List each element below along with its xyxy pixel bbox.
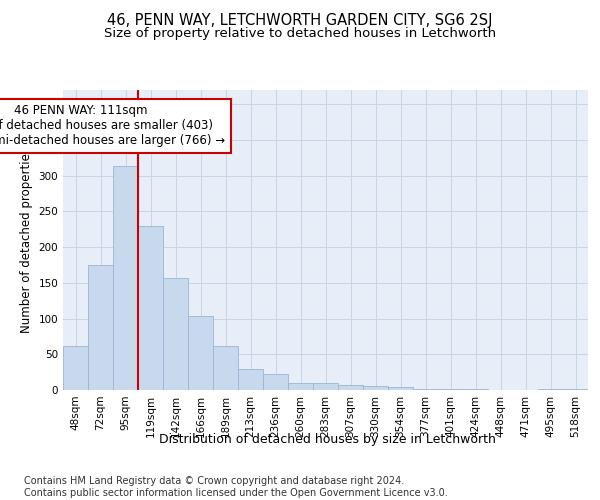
Bar bbox=[188, 316, 213, 390]
Text: 46, PENN WAY, LETCHWORTH GARDEN CITY, SG6 2SJ: 46, PENN WAY, LETCHWORTH GARDEN CITY, SG… bbox=[107, 12, 493, 28]
Bar bbox=[338, 385, 363, 390]
Text: Size of property relative to detached houses in Letchworth: Size of property relative to detached ho… bbox=[104, 28, 496, 40]
Bar bbox=[288, 383, 313, 390]
Bar bbox=[63, 346, 88, 390]
Y-axis label: Number of detached properties: Number of detached properties bbox=[20, 147, 33, 333]
Text: Contains HM Land Registry data © Crown copyright and database right 2024.
Contai: Contains HM Land Registry data © Crown c… bbox=[24, 476, 448, 498]
Bar bbox=[563, 388, 588, 390]
Text: Distribution of detached houses by size in Letchworth: Distribution of detached houses by size … bbox=[158, 432, 496, 446]
Bar bbox=[538, 388, 563, 390]
Bar bbox=[163, 278, 188, 390]
Bar bbox=[388, 387, 413, 390]
Bar bbox=[138, 226, 163, 390]
Bar bbox=[88, 265, 113, 390]
Bar bbox=[238, 370, 263, 390]
Text: 46 PENN WAY: 111sqm
← 34% of detached houses are smaller (403)
65% of semi-detac: 46 PENN WAY: 111sqm ← 34% of detached ho… bbox=[0, 104, 226, 148]
Bar bbox=[113, 166, 138, 390]
Bar bbox=[363, 386, 388, 390]
Bar bbox=[413, 388, 438, 390]
Bar bbox=[213, 346, 238, 390]
Bar bbox=[263, 374, 288, 390]
Bar bbox=[313, 383, 338, 390]
